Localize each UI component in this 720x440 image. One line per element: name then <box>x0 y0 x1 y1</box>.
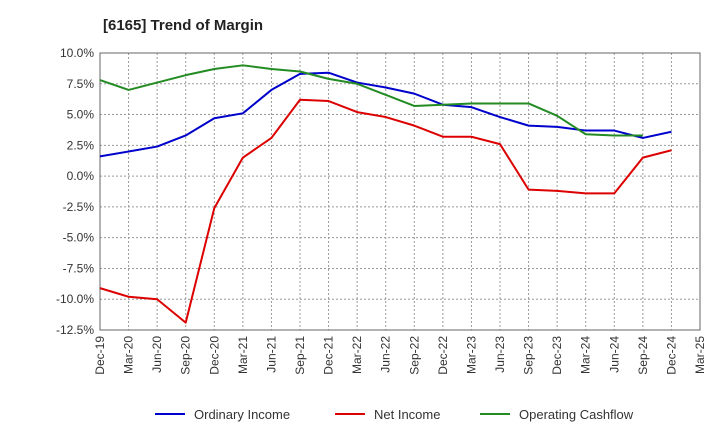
series-line-operating-cashflow <box>99 64 643 137</box>
y-tick-label: 0.0% <box>67 169 95 183</box>
grid-layer <box>99 52 701 331</box>
x-tick-label: Mar-22 <box>350 336 364 374</box>
series-line-ordinary-income <box>99 71 672 158</box>
series-layer <box>99 64 672 324</box>
y-tick-label: -7.5% <box>63 261 95 275</box>
legend-label: Ordinary Income <box>194 407 290 422</box>
legend-label: Net Income <box>374 407 440 422</box>
x-tick-label: Jun-22 <box>379 336 393 373</box>
x-tick-label: Dec-20 <box>207 336 221 375</box>
x-tick-label: Jun-21 <box>264 336 278 373</box>
x-tick-label: Sep-21 <box>293 336 307 375</box>
y-tick-label: 7.5% <box>67 77 95 91</box>
x-tick-label: Mar-21 <box>236 336 250 374</box>
x-tick-label: Sep-20 <box>179 336 193 375</box>
x-tick-label: Sep-22 <box>407 336 421 375</box>
y-tick-label: -5.0% <box>63 231 95 245</box>
x-tick-label: Mar-20 <box>122 336 136 374</box>
x-tick-label: Mar-25 <box>693 336 707 374</box>
plot-frame <box>99 52 701 331</box>
y-tick-label: -12.5% <box>56 323 94 337</box>
x-tick-label: Sep-24 <box>636 336 650 375</box>
x-tick-label: Jun-20 <box>150 336 164 373</box>
chart-title: [6165] Trend of Margin <box>103 17 263 34</box>
x-tick-label: Jun-24 <box>607 336 621 373</box>
x-tick-label: Dec-22 <box>436 336 450 375</box>
x-tick-label: Dec-24 <box>664 336 678 375</box>
x-tick-label: Dec-19 <box>93 336 107 375</box>
y-tick-label: 10.0% <box>60 46 94 60</box>
axis-layer: 10.0% 7.5% 5.0% 2.5% 0.0% -2.5% -5.0% -7.5% -10.… <box>56 46 707 375</box>
legend-label: Operating Cashflow <box>519 407 634 422</box>
x-tick-label: Mar-24 <box>579 336 593 374</box>
y-tick-label: -10.0% <box>56 292 94 306</box>
series-line-net-income <box>99 98 672 324</box>
legend: Ordinary Income Net Income Operating Cashf… <box>155 407 634 422</box>
x-tick-label: Dec-21 <box>322 336 336 375</box>
x-tick-label: Sep-23 <box>522 336 536 375</box>
y-tick-label: -2.5% <box>63 200 95 214</box>
x-tick-label: Mar-23 <box>464 336 478 374</box>
y-tick-label: 5.0% <box>67 108 95 122</box>
x-tick-label: Jun-23 <box>493 336 507 373</box>
x-tick-label: Dec-23 <box>550 336 564 375</box>
y-tick-label: 2.5% <box>67 138 95 152</box>
